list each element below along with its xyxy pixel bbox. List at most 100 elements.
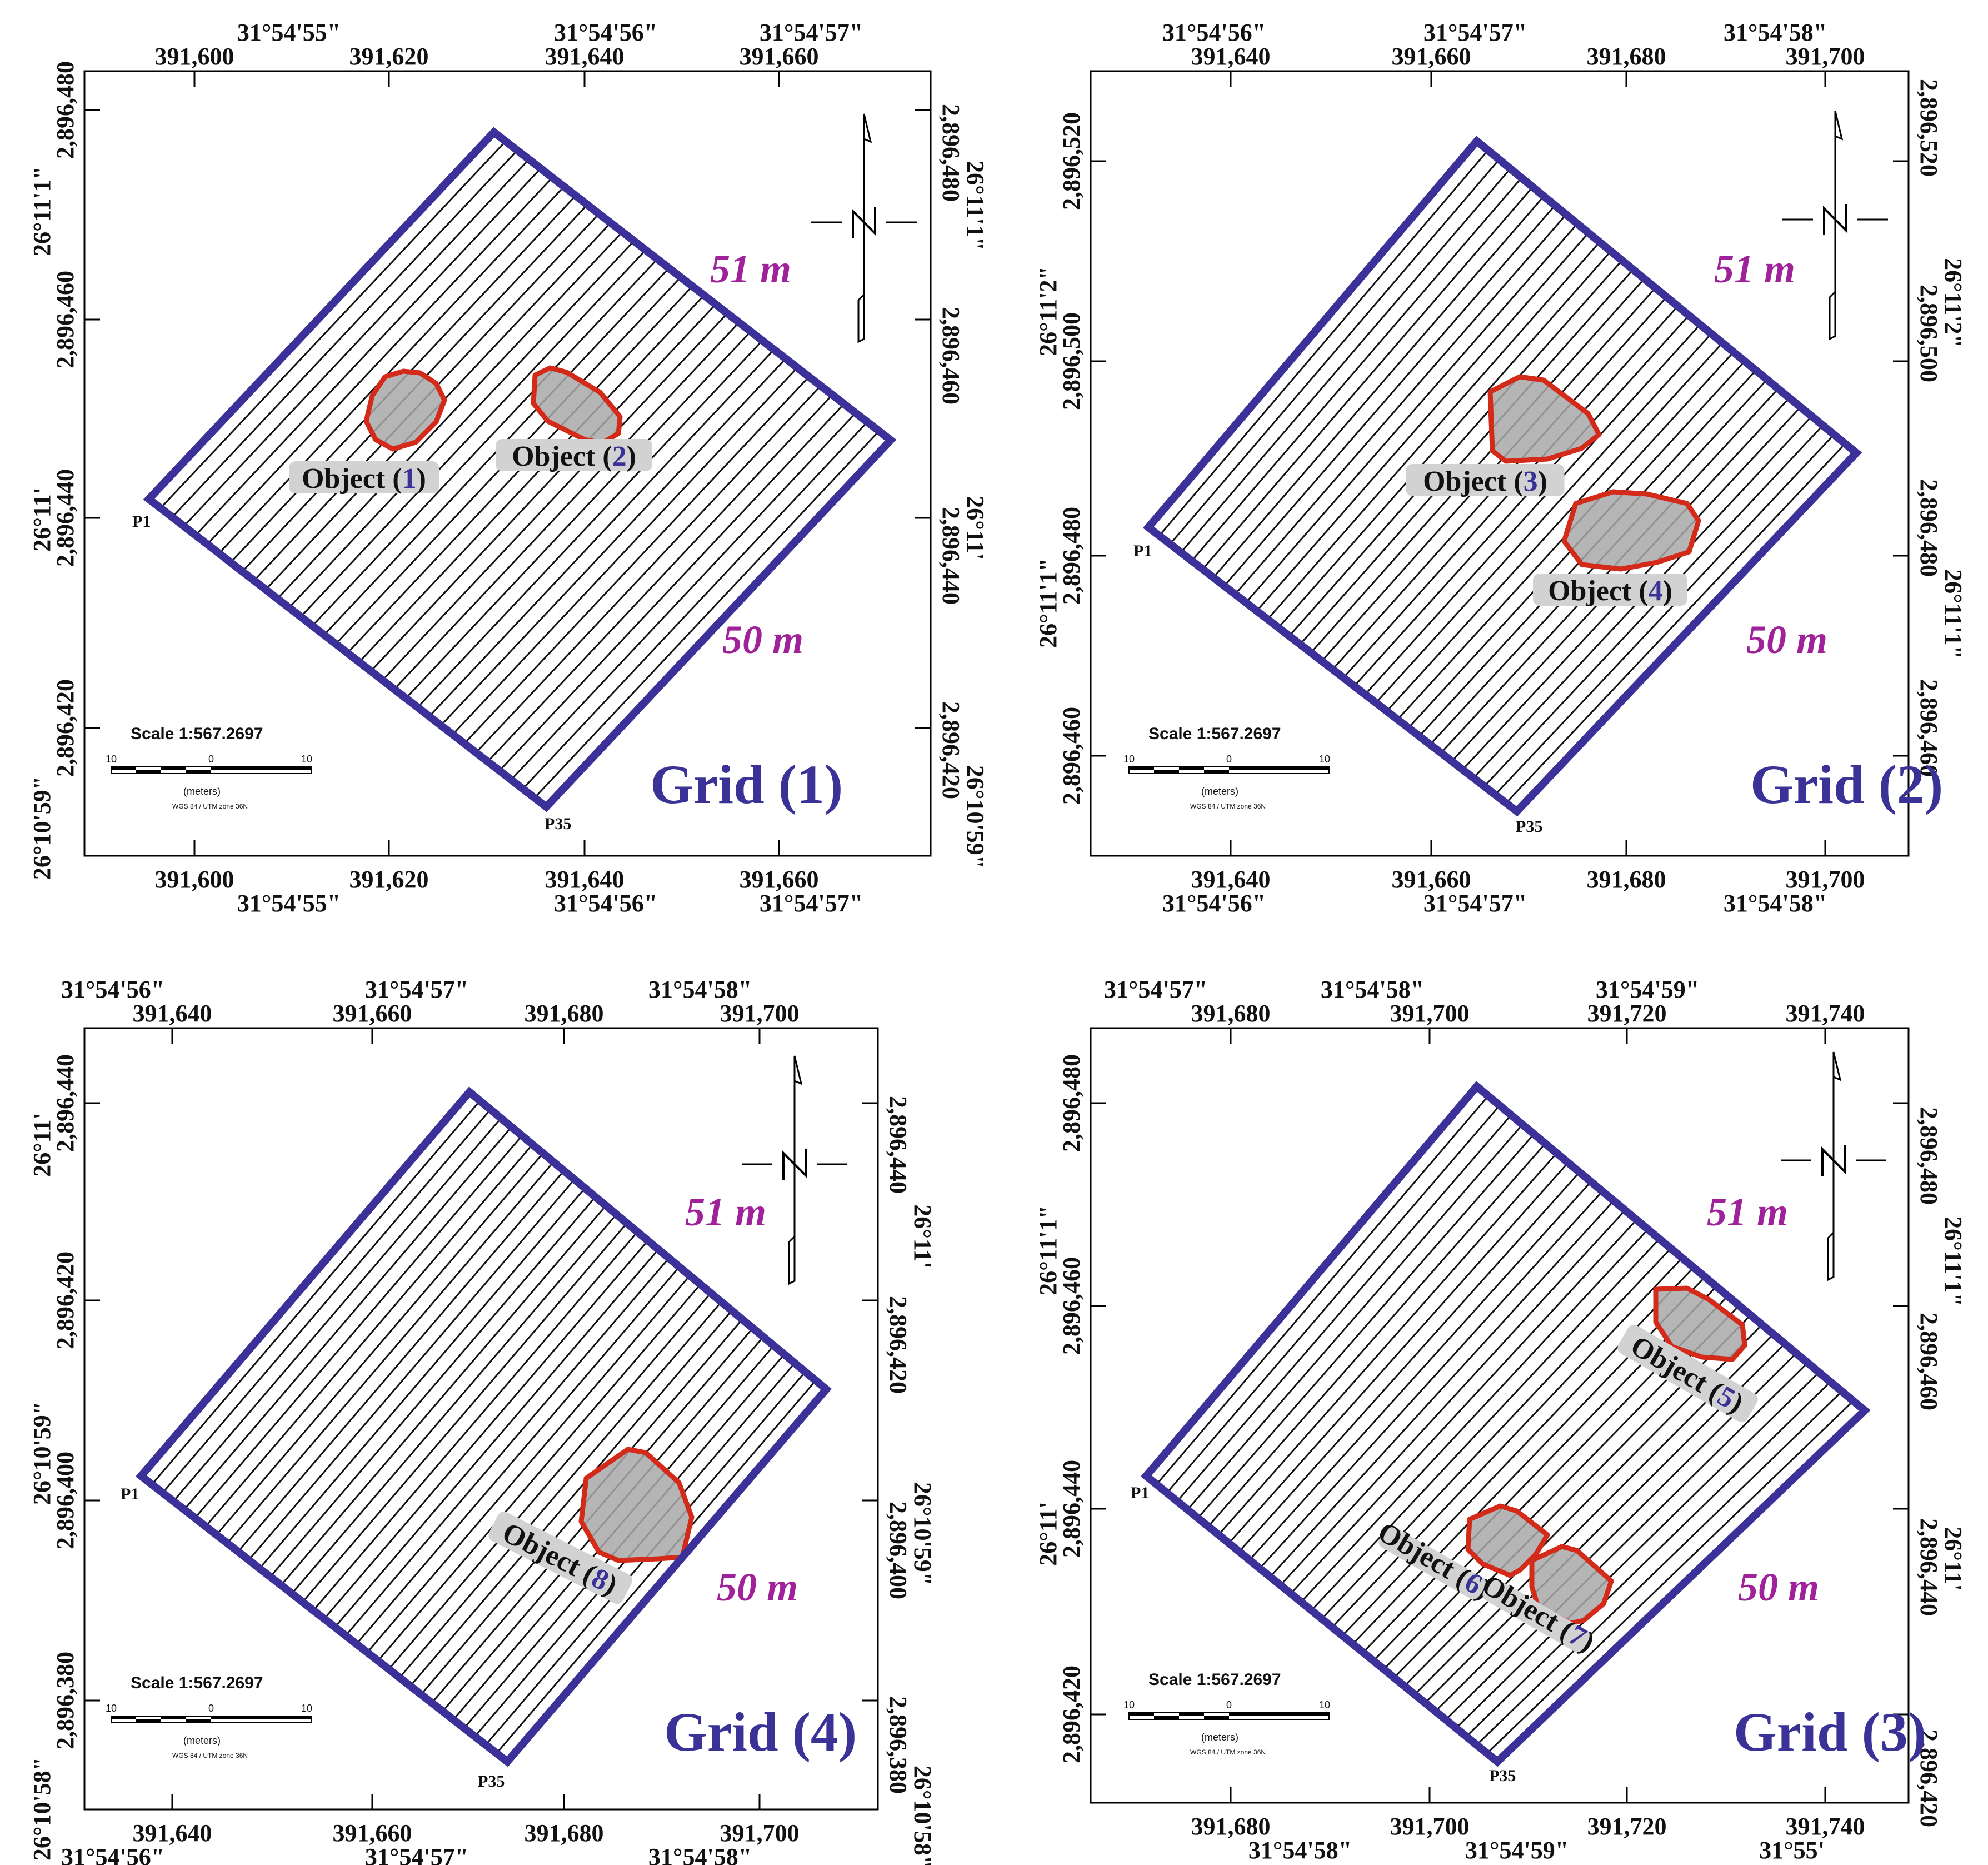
panel-4-scale-bar-block [1154, 1716, 1179, 1719]
panel-2-scale-bar-block [1204, 770, 1229, 774]
panel-1-survey-profile-line [510, 412, 857, 781]
panel-3-scale-bar-block [111, 1716, 136, 1719]
panel-4-grid-title: Grid (3) [1734, 1701, 1926, 1763]
panel-3-survey-profile-line [345, 1257, 670, 1637]
panel-3-survey-profile-line [205, 1144, 533, 1527]
panel-2-object-label-text: Object (3) [1423, 466, 1547, 497]
panel-1-top-utm-label: 391,640 [545, 43, 625, 70]
panel-2-survey-profile-line [1267, 241, 1601, 620]
panel-3-top-dms-label: 31°54'58" [648, 976, 752, 1003]
panel-3-right-utm-label: 2,896,380 [885, 1696, 912, 1794]
panel-4-dimension-top-label: 51 m [1707, 1190, 1788, 1234]
panel-3-survey-profile-line [312, 1231, 638, 1611]
panel-4-bottom-utm-label: 391,740 [1786, 1813, 1865, 1840]
panel-3-scale-mid-value: 0 [208, 1703, 214, 1714]
panel-4-survey-profile-line [1476, 1390, 1842, 1746]
panel-3-survey-profile-line [173, 1118, 502, 1502]
panel-4-right-utm-label: 2,896,440 [1915, 1518, 1942, 1616]
panel-4-scale-right-value: 10 [1319, 1699, 1330, 1711]
panel-1-right-utm-label: 2,896,440 [937, 507, 965, 605]
panel-4-bottom-utm-label: 391,700 [1390, 1813, 1470, 1840]
panel-4-survey-profile-line [1248, 1181, 1592, 1561]
panel-4-top-utm-label: 391,740 [1786, 1000, 1865, 1027]
panel-2-object-label: Object (4) [1533, 574, 1687, 607]
panel-2-survey-profile-line [1223, 205, 1556, 587]
panel-1-top-utm-label: 391,660 [740, 43, 819, 70]
panel-1-grid-title: Grid (1) [650, 754, 843, 815]
panel-4-object-anomaly [1465, 1503, 1550, 1578]
panel-1-scale-bar-block [161, 767, 186, 770]
panel-1-survey-profile-line [463, 376, 810, 744]
panel-2-bottom-dms-label: 31°54'58" [1724, 890, 1827, 917]
panel-2-top-dms-label: 31°54'56" [1162, 19, 1266, 46]
panel-1-object-label: Object (2) [496, 439, 652, 472]
panel-1-survey-profile-line [312, 258, 658, 627]
panel-1-right-dms-label: 26°11' [962, 496, 989, 560]
panel-2-survey-profile-line [1277, 251, 1612, 629]
panel-4-survey-profile-line [1238, 1171, 1580, 1553]
panel-3-north-arrowhead [793, 1055, 803, 1085]
panel-4-top-utm-label: 391,680 [1191, 1000, 1271, 1027]
panel-1-dimension-top-label: 51 m [710, 247, 791, 291]
panel-2-survey-profile-line [1256, 232, 1590, 612]
panel-3-right-dms-label: 26°10'59" [909, 1482, 936, 1585]
panel-2-north-arrowhead [1834, 111, 1844, 141]
panel-2-survey-profile-line [1494, 433, 1835, 795]
panel-1-survey-profile-line [487, 394, 833, 762]
panel-1-scale-bar-block [186, 770, 211, 774]
panel-3-survey-profile-line [280, 1205, 607, 1586]
panel-3-survey-profile-line [226, 1161, 555, 1544]
panel-3-scale-left-value: 10 [106, 1703, 117, 1714]
panel-1-survey-profile-line [452, 367, 798, 735]
panel-4-survey-profile-line [1217, 1153, 1557, 1535]
panel-2-object-label: Object (3) [1406, 464, 1565, 497]
panel-1-scale-left-value: 10 [106, 754, 117, 765]
panel-1-right-utm-label: 2,896,480 [937, 104, 965, 202]
panel-2-survey-profile-line [1288, 260, 1623, 637]
panel-3-scale-bar-block [211, 1716, 311, 1719]
panel-3-left-utm-label: 2,896,400 [52, 1452, 79, 1549]
panel-4-top-utm-label: 391,720 [1587, 1000, 1667, 1027]
panel-3-left-dms-label: 26°10'58" [28, 1757, 56, 1861]
panel-4-bottom-utm-label: 391,680 [1191, 1813, 1271, 1840]
panel-2-right-dms-label: 26°11'2" [1940, 258, 1967, 348]
panel-2-scale-bar-block [1154, 770, 1179, 774]
panel-1-scale-mid-value: 0 [208, 754, 214, 765]
panel-4-grid-border [1141, 1081, 1871, 1767]
panel-3-right-utm-label: 2,896,420 [885, 1296, 912, 1394]
panel-2-dimension-top-label: 51 m [1714, 247, 1795, 291]
panel-4-left-utm-label: 2,896,480 [1058, 1054, 1085, 1152]
panel-3-grid-border [135, 1086, 832, 1767]
panel-1-left-dms-label: 26°10'59" [28, 776, 56, 880]
panel-4-scale-projection: WGS 84 / UTM zone 36N [1190, 1748, 1266, 1756]
panel-3-scale-projection: WGS 84 / UTM zone 36N [172, 1752, 248, 1759]
panel-3-dimension-bottom-label: 50 m [717, 1565, 798, 1609]
panel-3-bottom-utm-label: 391,680 [525, 1819, 604, 1847]
panel-1-object-label-box [289, 461, 439, 493]
panel-2-right-utm-label: 2,896,480 [1915, 479, 1942, 577]
panel-1-top-dms-label: 31°54'56" [554, 19, 657, 46]
panel-2-profile-start-label: P1 [1133, 542, 1152, 560]
panel-3-right-dms-label: 26°10'58" [909, 1766, 936, 1865]
panel-3-scale-bar-block [186, 1719, 211, 1723]
panel-3-bottom-utm-label: 391,640 [133, 1819, 212, 1847]
panel-3-survey-profile-line [216, 1153, 544, 1535]
panel-1-survey-profile-line [277, 231, 623, 600]
panel-4-survey-profile-line [1207, 1143, 1546, 1527]
panel-4-left-utm-label: 2,896,420 [1058, 1665, 1085, 1763]
panel-4-left-utm-label: 2,896,440 [1058, 1460, 1085, 1558]
panel-1-survey-profile-line [522, 421, 868, 790]
panel-4-survey-profile-line [1290, 1219, 1637, 1594]
panel-1-survey-profile-line [370, 303, 717, 672]
panel-3-survey-profile-line [366, 1275, 691, 1653]
panel-3-right-utm-label: 2,896,440 [885, 1096, 912, 1194]
panel-2-top-utm-label: 391,660 [1392, 43, 1471, 70]
panel-4-scale-bar-block [1179, 1713, 1204, 1716]
map-panel: 391,600 391,600 391,620 391,620 391,640 391,6… [28, 19, 989, 917]
panel-3-bottom-utm-label: 391,660 [333, 1819, 412, 1847]
panel-2-survey-profile-line [1245, 223, 1578, 604]
panel-1-right-utm-label: 2,896,460 [937, 307, 965, 405]
panel-2-survey-profile-line [1375, 333, 1712, 704]
panel-3-top-dms-label: 31°54'56" [61, 976, 164, 1003]
